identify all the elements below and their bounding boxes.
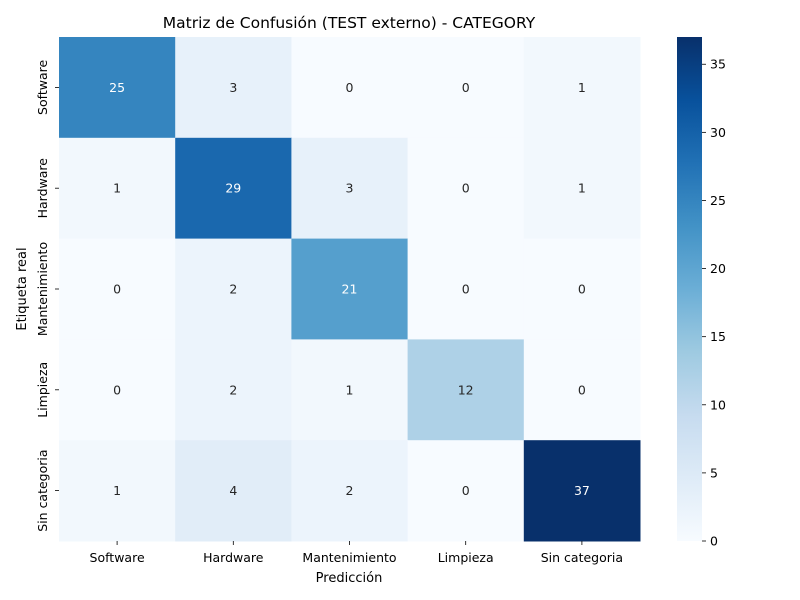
cell-value-label: 0	[346, 80, 354, 95]
y-axis-ticks: Software Hardware Mantenimiento Limpieza Sin…	[35, 60, 59, 532]
heatmap-cell	[523, 37, 641, 139]
cell-value-label: 0	[113, 382, 121, 397]
heatmap-cell	[175, 137, 292, 240]
y-tick-label: Software	[35, 60, 50, 115]
colorbar-tick-label: 5	[710, 465, 718, 480]
heatmap-cell	[59, 37, 176, 139]
cell-value-label: 0	[462, 282, 470, 297]
x-tick-label: Software	[90, 550, 145, 565]
colorbar-tick-label: 10	[710, 397, 726, 412]
heatmap-cell	[523, 238, 641, 340]
y-axis-title: Etiqueta real	[15, 247, 30, 330]
cell-value-label: 4	[229, 483, 237, 498]
cell-value-label: 0	[113, 282, 121, 297]
x-tick-label: Sin categoria	[541, 550, 623, 565]
cell-value-label: 2	[229, 282, 237, 297]
cell-value-label: 25	[109, 80, 125, 95]
y-tick-label: Hardware	[35, 158, 50, 219]
heatmap-cell	[407, 37, 525, 139]
colorbar-tick-label: 15	[710, 329, 726, 344]
cell-value-label: 2	[229, 382, 237, 397]
heatmap-cell	[175, 238, 292, 340]
heatmap-cell	[175, 440, 292, 542]
cell-value-label: 1	[113, 181, 121, 196]
heatmap-cell	[407, 440, 525, 542]
colorbar: 0 5 10 15 20 25 30 35	[677, 37, 726, 549]
cell-value-label: 2	[346, 483, 354, 498]
cell-value-label: 21	[342, 282, 358, 297]
heatmap-cell	[291, 37, 409, 139]
colorbar-tick-label: 35	[710, 57, 726, 72]
heatmap-cell	[59, 137, 176, 240]
colorbar-tick-label: 20	[710, 261, 726, 276]
cell-value-label: 1	[113, 483, 121, 498]
y-tick-label: Mantenimiento	[35, 242, 50, 336]
heatmap-cell	[407, 238, 525, 340]
heatmap-cell	[523, 339, 641, 441]
cell-value-label: 0	[462, 181, 470, 196]
colorbar-tick-label: 0	[710, 534, 718, 549]
chart-title: Matriz de Confusión (TEST externo) - CAT…	[163, 14, 536, 32]
heatmap-cell	[59, 440, 176, 542]
colorbar-gradient	[677, 37, 702, 541]
heatmap-cell	[523, 137, 641, 240]
cell-value-label: 0	[462, 483, 470, 498]
heatmap-cell	[291, 440, 409, 542]
colorbar-tick-label: 30	[710, 125, 726, 140]
heatmap-cells: 25 3 0 0 11 29 3 0 10 2 21 0 00 2 1 12 01 4 2 0 37	[59, 37, 641, 542]
cell-value-label: 12	[458, 382, 474, 397]
cell-value-label: 1	[578, 80, 586, 95]
cell-value-label: 0	[462, 80, 470, 95]
y-tick-label: Sin categoria	[35, 449, 50, 531]
heatmap-cell	[59, 339, 176, 441]
heatmap-cell	[291, 238, 409, 340]
cell-value-label: 0	[578, 282, 586, 297]
heatmap-cell	[175, 339, 292, 441]
heatmap-cell	[523, 440, 641, 542]
cell-value-label: 3	[229, 80, 237, 95]
heatmap-cell	[407, 339, 525, 441]
x-axis-title: Predicción	[316, 571, 383, 586]
heatmap-cell	[291, 137, 409, 240]
x-tick-label: Mantenimiento	[302, 550, 396, 565]
heatmap-cell	[175, 37, 292, 139]
cell-value-label: 1	[578, 181, 586, 196]
heatmap-cell	[59, 238, 176, 340]
heatmap-cell	[291, 339, 409, 441]
x-tick-label: Limpieza	[438, 550, 494, 565]
x-tick-label: Hardware	[203, 550, 264, 565]
x-axis-ticks: Software Hardware Mantenimiento Limpieza Sin…	[90, 541, 623, 565]
cell-value-label: 29	[225, 181, 241, 196]
cell-value-label: 1	[346, 382, 354, 397]
cell-value-label: 3	[346, 181, 354, 196]
cell-value-label: 0	[578, 382, 586, 397]
y-tick-label: Limpieza	[35, 362, 50, 418]
colorbar-tick-label: 25	[710, 193, 726, 208]
heatmap-cell	[407, 137, 525, 240]
cell-value-label: 37	[574, 483, 590, 498]
